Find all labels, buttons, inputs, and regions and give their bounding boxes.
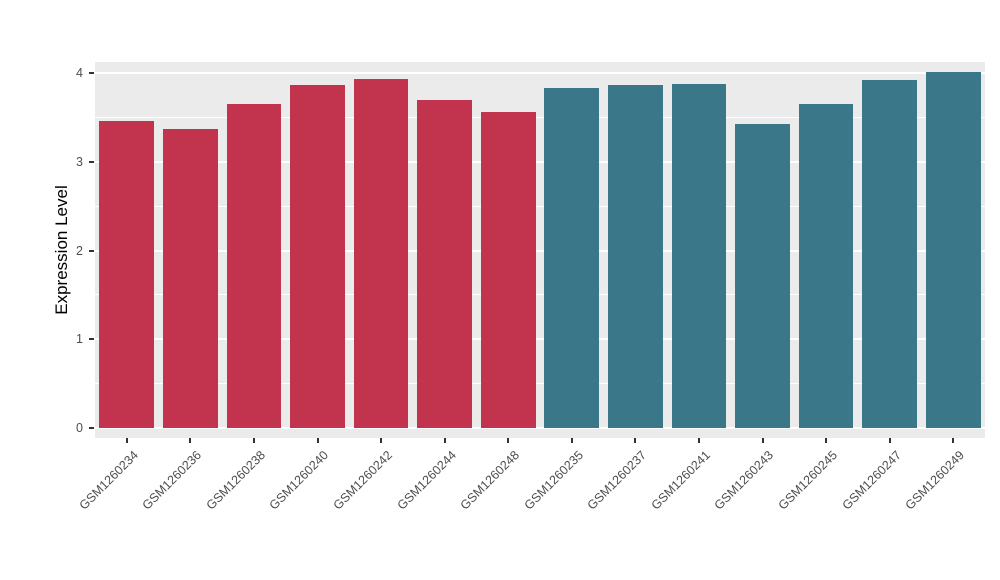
bar-GSM1260244: [417, 99, 472, 428]
plot-panel: [95, 62, 985, 438]
x-tick-label-GSM1260249: GSM1260249: [902, 448, 968, 513]
bar-GSM1260238: [226, 104, 282, 428]
bar-GSM1260249: [925, 72, 981, 428]
x-tick-label-GSM1260238: GSM1260238: [203, 448, 268, 513]
gridline-major: [95, 338, 985, 341]
bar-GSM1260236: [163, 128, 218, 428]
bar-GSM1260240: [290, 84, 345, 428]
x-tick-mark: [570, 438, 573, 443]
x-tick-label-GSM1260244: GSM1260244: [394, 448, 459, 513]
x-tick-label-GSM1260234: GSM1260234: [76, 448, 141, 513]
x-tick-mark: [697, 438, 700, 443]
bar-GSM1260235: [544, 88, 600, 428]
x-tick-mark: [443, 438, 446, 443]
bar-GSM1260234: [99, 120, 155, 428]
y-tick-label-4: 4: [76, 66, 83, 80]
y-tick-mark: [89, 160, 94, 163]
y-tick-label-3: 3: [76, 154, 83, 169]
x-tick-label-GSM1260236: GSM1260236: [139, 448, 205, 513]
x-tick-label-GSM1260243: GSM1260243: [711, 448, 777, 513]
gridline-minor: [95, 116, 985, 118]
x-tick-mark: [125, 438, 128, 443]
x-tick-mark: [189, 438, 192, 443]
gridline-minor: [95, 383, 985, 385]
gridline-major: [95, 160, 985, 163]
x-tick-label-GSM1260242: GSM1260242: [330, 448, 395, 513]
x-tick-mark: [888, 438, 891, 443]
y-tick-mark: [89, 427, 94, 429]
x-tick-label-GSM1260245: GSM1260245: [775, 448, 840, 513]
x-tick-label-GSM1260240: GSM1260240: [266, 448, 332, 513]
gridline-major: [95, 72, 985, 74]
x-tick-mark: [316, 438, 319, 443]
x-tick-label-GSM1260237: GSM1260237: [584, 448, 650, 513]
bar-GSM1260237: [608, 85, 663, 428]
y-tick-mark: [89, 338, 94, 341]
bar-GSM1260241: [671, 83, 727, 428]
y-tick-label-0: 0: [76, 421, 83, 435]
bar-GSM1260247: [862, 80, 917, 428]
x-tick-label-GSM1260241: GSM1260241: [648, 448, 713, 513]
x-tick-mark: [507, 438, 510, 443]
x-tick-mark: [952, 438, 955, 443]
gridline-major: [95, 249, 985, 252]
x-tick-mark: [634, 438, 637, 443]
x-tick-mark: [825, 438, 828, 443]
y-tick-mark: [89, 249, 94, 252]
x-tick-label-GSM1260247: GSM1260247: [839, 448, 904, 513]
x-tick-mark: [380, 438, 383, 443]
x-tick-label-GSM1260235: GSM1260235: [521, 448, 586, 513]
x-tick-mark: [252, 438, 255, 443]
gridline-major: [95, 427, 985, 429]
bar-GSM1260245: [798, 104, 854, 428]
gridline-minor: [95, 205, 985, 207]
bar-GSM1260248: [480, 112, 536, 428]
y-tick-label-2: 2: [76, 243, 83, 258]
bar-GSM1260243: [735, 124, 790, 428]
bar-GSM1260242: [353, 79, 409, 428]
x-tick-mark: [761, 438, 764, 443]
x-tick-label-GSM1260248: GSM1260248: [457, 448, 523, 513]
y-tick-mark: [89, 72, 94, 74]
gridline-minor: [95, 294, 985, 296]
y-tick-label-1: 1: [76, 332, 83, 347]
